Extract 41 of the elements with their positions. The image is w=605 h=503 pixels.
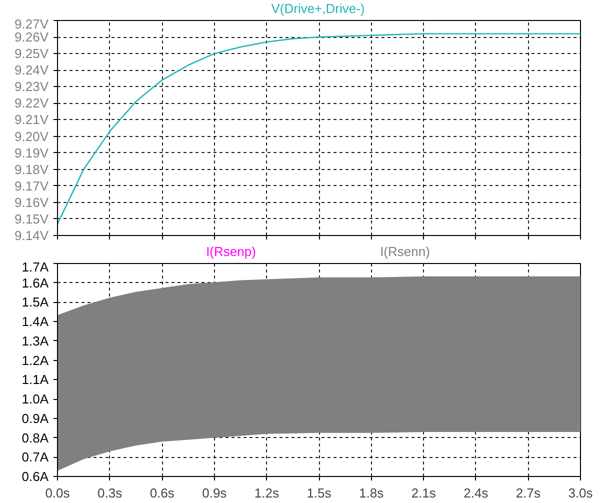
y-tick-label: 1.7A (22, 260, 49, 274)
x-tick-label: 1.8s (359, 486, 384, 500)
y-tick-label: 9.26V (14, 30, 49, 45)
x-tick-label: 0.3s (98, 486, 123, 500)
series-label: I(Rsenn) (380, 243, 430, 261)
y-tick-label: 0.8A (22, 430, 49, 446)
x-tick-label: 2.4s (464, 486, 489, 500)
y-tick-label: 0.7A (22, 450, 49, 465)
y-tick-label: 1.0A (22, 392, 49, 407)
y-tick-label: 9.16V (14, 194, 49, 210)
y-tick-label: 9.24V (14, 62, 49, 78)
x-tick-label: 3.0s (568, 486, 594, 500)
y-tick-label: 1.1A (22, 372, 49, 388)
y-tick-label: 9.21V (14, 112, 49, 128)
y-tick-label: 1.6A (22, 275, 49, 290)
x-tick-label: 0.9s (202, 486, 228, 500)
y-tick-label: 9.20V (14, 128, 49, 144)
y-tick-label: 1.4A (22, 314, 49, 330)
x-tick-label: 0.6s (150, 486, 175, 500)
x-tick-label: 0.0s (45, 486, 70, 500)
y-tick-label: 9.18V (14, 162, 49, 177)
y-tick-label: 0.9A (22, 410, 49, 426)
y-tick-label: 1.3A (22, 333, 49, 348)
x-tick-label: 1.2s (254, 486, 280, 500)
y-tick-label: 9.19V (14, 145, 49, 160)
y-tick-label: 9.15V (14, 211, 49, 226)
y-tick-label: 1.5A (22, 294, 49, 310)
y-tick-label: 1.2A (22, 352, 49, 368)
y-tick-label: 9.17V (14, 178, 49, 194)
x-tick-label: 1.5s (306, 486, 332, 500)
legend-label: I(Rsenp) (206, 243, 256, 261)
y-tick-label: 9.22V (14, 96, 49, 111)
series-label: V(Drive+,Drive-) (271, 0, 365, 18)
y-tick-label: 9.23V (14, 79, 49, 94)
x-tick-label: 2.7s (516, 486, 541, 500)
y-tick-label: 9.27V (14, 16, 49, 32)
line-series (58, 33, 580, 225)
y-tick-label: 0.6A (22, 469, 49, 484)
y-tick-label: 9.25V (14, 46, 49, 62)
y-tick-label: 9.14V (14, 228, 49, 243)
x-tick-label: 2.1s (411, 486, 436, 500)
